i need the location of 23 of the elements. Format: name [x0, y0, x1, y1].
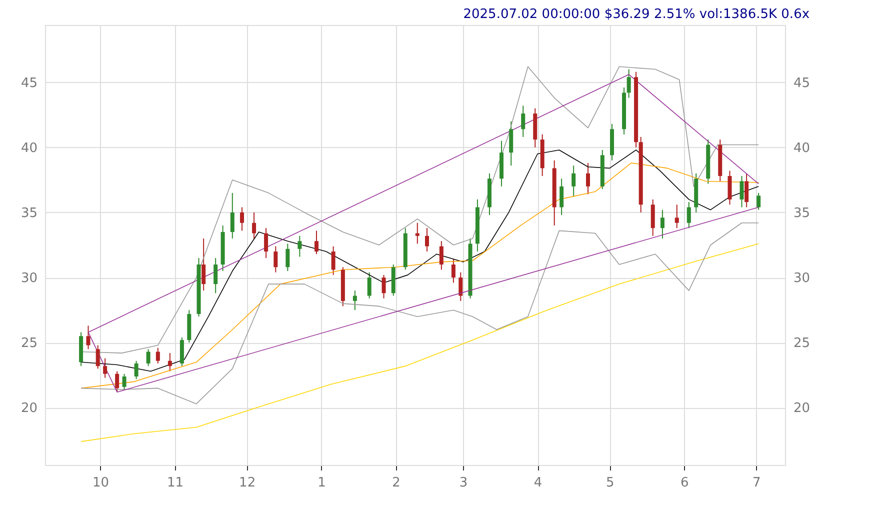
y2-tick-label: 30: [794, 271, 810, 286]
x-tick-label: 2: [392, 476, 400, 490]
y2-tick-label: 45: [794, 76, 810, 91]
x-tick-label: 12: [239, 476, 256, 490]
x-tick-label: 11: [166, 476, 184, 490]
x-tick-label: 7: [752, 476, 761, 490]
x-tick-label: 10: [92, 476, 110, 490]
y-tick-label: 40: [20, 140, 38, 156]
chart-title: 2025.07.02 00:00:00 $36.29 2.51% vol:1386.5K 0.6x: [463, 7, 810, 22]
y-tick-label: 30: [20, 271, 38, 286]
y-tick-label: 25: [20, 336, 38, 352]
y2-tick-label: 35: [794, 206, 810, 221]
x-tick-label: 1: [318, 476, 326, 490]
y-tick-label: 35: [20, 206, 38, 221]
y2-tick-label: 20: [794, 401, 810, 416]
x-tick-label: 3: [459, 476, 468, 490]
x-tick-label: 6: [680, 476, 689, 490]
x-tick-label: 5: [606, 476, 614, 490]
y2-tick-label: 25: [794, 336, 810, 352]
y2-tick-label: 40: [794, 140, 810, 156]
x-tick-label: 4: [534, 476, 542, 490]
y-tick-label: 45: [20, 76, 38, 91]
y-tick-label: 20: [20, 401, 38, 416]
